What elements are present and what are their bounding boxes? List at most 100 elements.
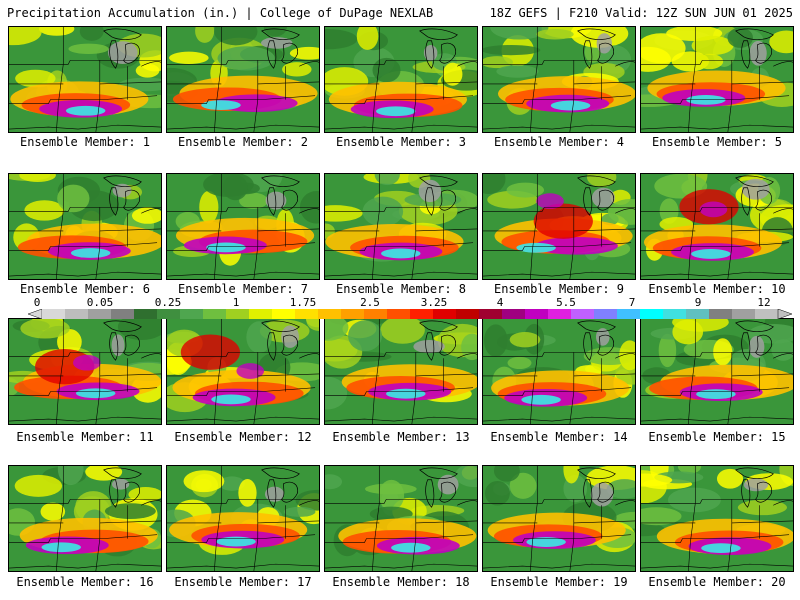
map-panel	[482, 173, 636, 280]
map-panel	[166, 465, 320, 572]
precip-colorbar	[28, 309, 792, 319]
precip-map	[641, 174, 793, 279]
colorbar-segment	[686, 309, 710, 319]
map-panel	[324, 465, 478, 572]
precip-map	[483, 466, 635, 571]
colorbar-segment	[640, 309, 664, 319]
colorbar-segment	[525, 309, 549, 319]
precip-map	[641, 466, 793, 571]
colorbar-segment	[272, 309, 296, 319]
map-panel	[482, 26, 636, 133]
colorbar-tick-label: 5.5	[556, 296, 576, 309]
map-panel	[8, 173, 162, 280]
map-panel	[640, 173, 794, 280]
ensemble-member-label: Ensemble Member: 13	[332, 430, 470, 444]
ensemble-member-label: Ensemble Member: 12	[174, 430, 312, 444]
colorbar-segment	[663, 309, 687, 319]
colorbar-tick-label: 7	[628, 296, 636, 309]
colorbar-tick-label: 12	[757, 296, 771, 309]
precip-map	[167, 174, 319, 279]
colorbar-segment	[433, 309, 457, 319]
map-title: Precipitation Accumulation (in.) | Colle…	[7, 6, 434, 20]
colorbar-segment	[111, 309, 135, 319]
precip-map	[483, 27, 635, 132]
colorbar-segment	[617, 309, 641, 319]
map-panel	[8, 465, 162, 572]
precip-map	[641, 27, 793, 132]
colorbar-segment	[502, 309, 526, 319]
colorbar-segment	[295, 309, 319, 319]
colorbar-segment	[249, 309, 273, 319]
colorbar-segment	[479, 309, 503, 319]
colorbar-segment	[226, 309, 250, 319]
ensemble-member-label: Ensemble Member: 15	[648, 430, 786, 444]
precip-map	[167, 466, 319, 571]
precip-map	[9, 27, 161, 132]
ensemble-member-label: Ensemble Member: 7	[177, 282, 309, 296]
precip-map	[167, 319, 319, 424]
ensemble-member-label: Ensemble Member: 16	[16, 575, 154, 589]
colorbar-tick-label: 0.05	[86, 296, 114, 309]
ensemble-member-label: Ensemble Member: 11	[16, 430, 154, 444]
colorbar-segment	[157, 309, 181, 319]
colorbar-segment	[88, 309, 112, 319]
precip-map	[9, 174, 161, 279]
ensemble-member-label: Ensemble Member: 4	[493, 135, 625, 149]
colorbar-tick-label: 9	[694, 296, 702, 309]
colorbar-tick-label: 4	[496, 296, 504, 309]
ensemble-member-label: Ensemble Member: 8	[335, 282, 467, 296]
colorbar-tick-label: 1	[232, 296, 240, 309]
map-panel	[640, 318, 794, 425]
precip-map	[641, 319, 793, 424]
precip-map	[167, 27, 319, 132]
colorbar-tick-label: 2.5	[360, 296, 380, 309]
map-panel	[482, 318, 636, 425]
colorbar-segment	[341, 309, 365, 319]
precip-map	[325, 466, 477, 571]
colorbar-segment	[364, 309, 388, 319]
colorbar-segment	[755, 309, 779, 319]
colorbar-segment	[571, 309, 595, 319]
ensemble-member-label: Ensemble Member: 10	[648, 282, 786, 296]
precip-map	[483, 174, 635, 279]
colorbar-segment	[410, 309, 434, 319]
ensemble-member-label: Ensemble Member: 2	[177, 135, 309, 149]
colorbar-segment	[318, 309, 342, 319]
ensemble-member-label: Ensemble Member: 14	[490, 430, 628, 444]
map-panel	[482, 465, 636, 572]
ensemble-member-label: Ensemble Member: 19	[490, 575, 628, 589]
map-panel	[8, 318, 162, 425]
map-panel	[640, 465, 794, 572]
ensemble-member-label: Ensemble Member: 18	[332, 575, 470, 589]
ensemble-member-label: Ensemble Member: 1	[19, 135, 151, 149]
colorbar-segment	[548, 309, 572, 319]
colorbar-tick-label: 0	[33, 296, 41, 309]
precip-map	[483, 319, 635, 424]
colorbar-tick-label: 0.25	[154, 296, 182, 309]
colorbar-segment	[709, 309, 733, 319]
precip-map	[325, 174, 477, 279]
model-run-info: 18Z GEFS | F210 Valid: 12Z SUN JUN 01 20…	[489, 6, 793, 20]
precip-map	[9, 466, 161, 571]
ensemble-member-label: Ensemble Member: 17	[174, 575, 312, 589]
map-panel	[8, 26, 162, 133]
map-panel	[324, 26, 478, 133]
colorbar-segment	[42, 309, 66, 319]
ensemble-member-label: Ensemble Member: 3	[335, 135, 467, 149]
colorbar-tick-label: 3.25	[420, 296, 448, 309]
ensemble-member-label: Ensemble Member: 5	[651, 135, 783, 149]
colorbar-tick-label: 1.75	[289, 296, 317, 309]
precip-map	[325, 319, 477, 424]
colorbar-segment	[134, 309, 158, 319]
ensemble-member-label: Ensemble Member: 6	[19, 282, 151, 296]
precip-map	[9, 319, 161, 424]
precip-map	[325, 27, 477, 132]
map-panel	[166, 318, 320, 425]
colorbar-segment	[65, 309, 89, 319]
map-panel	[324, 173, 478, 280]
ensemble-member-label: Ensemble Member: 20	[648, 575, 786, 589]
colorbar-segment	[203, 309, 227, 319]
ensemble-member-label: Ensemble Member: 9	[493, 282, 625, 296]
map-panel	[166, 173, 320, 280]
colorbar-segment	[180, 309, 204, 319]
